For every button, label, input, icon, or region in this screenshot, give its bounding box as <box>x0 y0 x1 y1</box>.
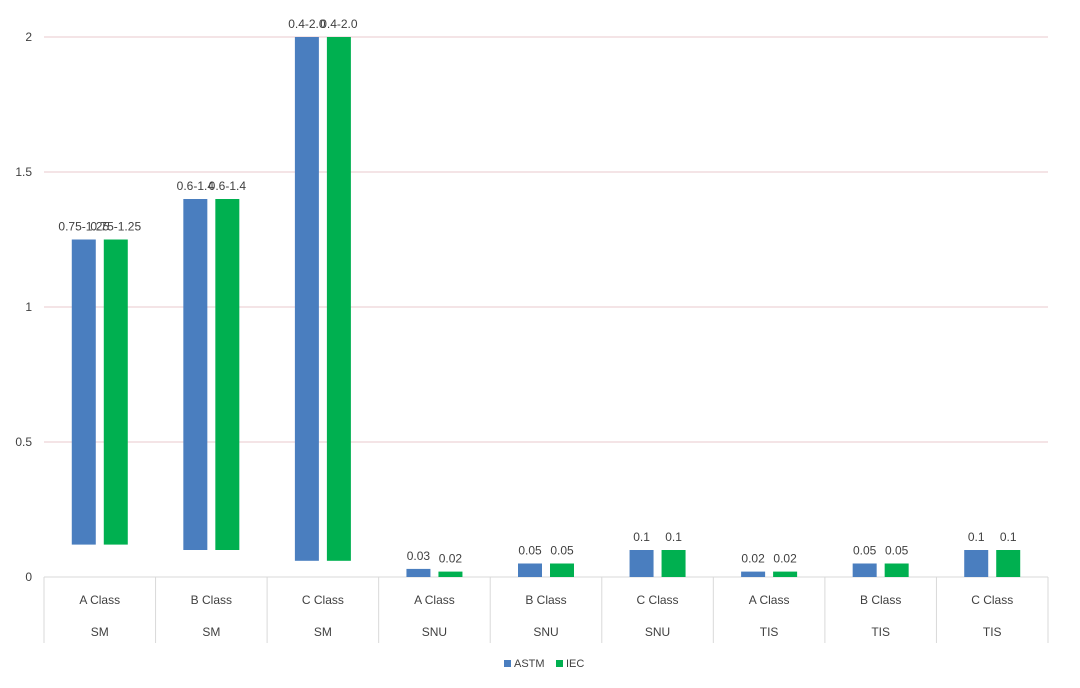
legend-swatch-astm <box>504 660 511 667</box>
bar-iec <box>773 571 798 577</box>
x-group-label: TIS <box>871 625 890 639</box>
data-label: 0.75-1.25 <box>58 220 109 234</box>
data-label: 0.6-1.4 <box>209 179 247 193</box>
data-label: 0.4-2.0 <box>288 17 326 31</box>
data-label: 0.05 <box>550 544 574 558</box>
x-category-label: A Class <box>79 593 120 607</box>
x-group-label: SM <box>91 625 109 639</box>
bar-astm <box>964 550 989 577</box>
x-category-label: C Class <box>971 593 1013 607</box>
bar-iec <box>326 37 351 561</box>
x-category-label: B Class <box>525 593 566 607</box>
data-label: 0.02 <box>773 552 797 566</box>
bar-astm <box>406 568 431 577</box>
data-label: 0.1 <box>665 530 682 544</box>
y-tick-label: 0 <box>25 570 32 584</box>
x-category-label: B Class <box>860 593 901 607</box>
x-category-label: A Class <box>749 593 790 607</box>
data-label: 0.4-2.0 <box>320 17 358 31</box>
data-label: 0.02 <box>741 552 765 566</box>
y-tick-label: 1 <box>25 300 32 314</box>
y-tick-label: 1.5 <box>15 165 32 179</box>
data-label: 0.02 <box>439 552 463 566</box>
data-label: 0.1 <box>968 530 985 544</box>
bar-iec <box>550 563 574 577</box>
data-label: 0.1 <box>1000 530 1017 544</box>
legend-label: IEC <box>566 658 584 670</box>
bar-iec <box>215 199 240 550</box>
bar-iec <box>996 550 1021 577</box>
y-tick-label: 0.5 <box>15 435 32 449</box>
x-category-label: A Class <box>414 593 455 607</box>
bar-astm <box>71 239 96 545</box>
bar-iec <box>661 550 686 577</box>
legend-swatch-iec <box>556 660 563 667</box>
x-category-label: C Class <box>637 593 679 607</box>
data-label: 0.6-1.4 <box>177 179 215 193</box>
bar-iec <box>438 571 463 577</box>
bar-astm <box>852 563 877 577</box>
x-group-label: SNU <box>422 625 447 639</box>
bar-iec <box>884 563 909 577</box>
x-group-label: SM <box>314 625 332 639</box>
x-group-label: SM <box>202 625 220 639</box>
bar-astm <box>294 37 319 561</box>
bar-astm <box>629 550 654 577</box>
legend-label: ASTM <box>514 658 545 670</box>
data-label: 0.75-1.25 <box>90 220 141 234</box>
data-label: 0.05 <box>518 544 542 558</box>
x-group-label: TIS <box>983 625 1002 639</box>
bar-astm <box>183 199 208 550</box>
data-label: 0.05 <box>885 544 909 558</box>
data-label: 0.03 <box>407 549 431 563</box>
x-group-label: TIS <box>760 625 779 639</box>
x-category-label: B Class <box>191 593 232 607</box>
y-tick-label: 2 <box>25 30 32 44</box>
x-group-label: SNU <box>533 625 558 639</box>
bar-iec <box>103 239 128 545</box>
bar-astm <box>741 571 766 577</box>
x-category-label: C Class <box>302 593 344 607</box>
data-label: 0.05 <box>853 544 877 558</box>
x-group-label: SNU <box>645 625 670 639</box>
bar-astm <box>518 563 542 577</box>
data-label: 0.1 <box>633 530 650 544</box>
